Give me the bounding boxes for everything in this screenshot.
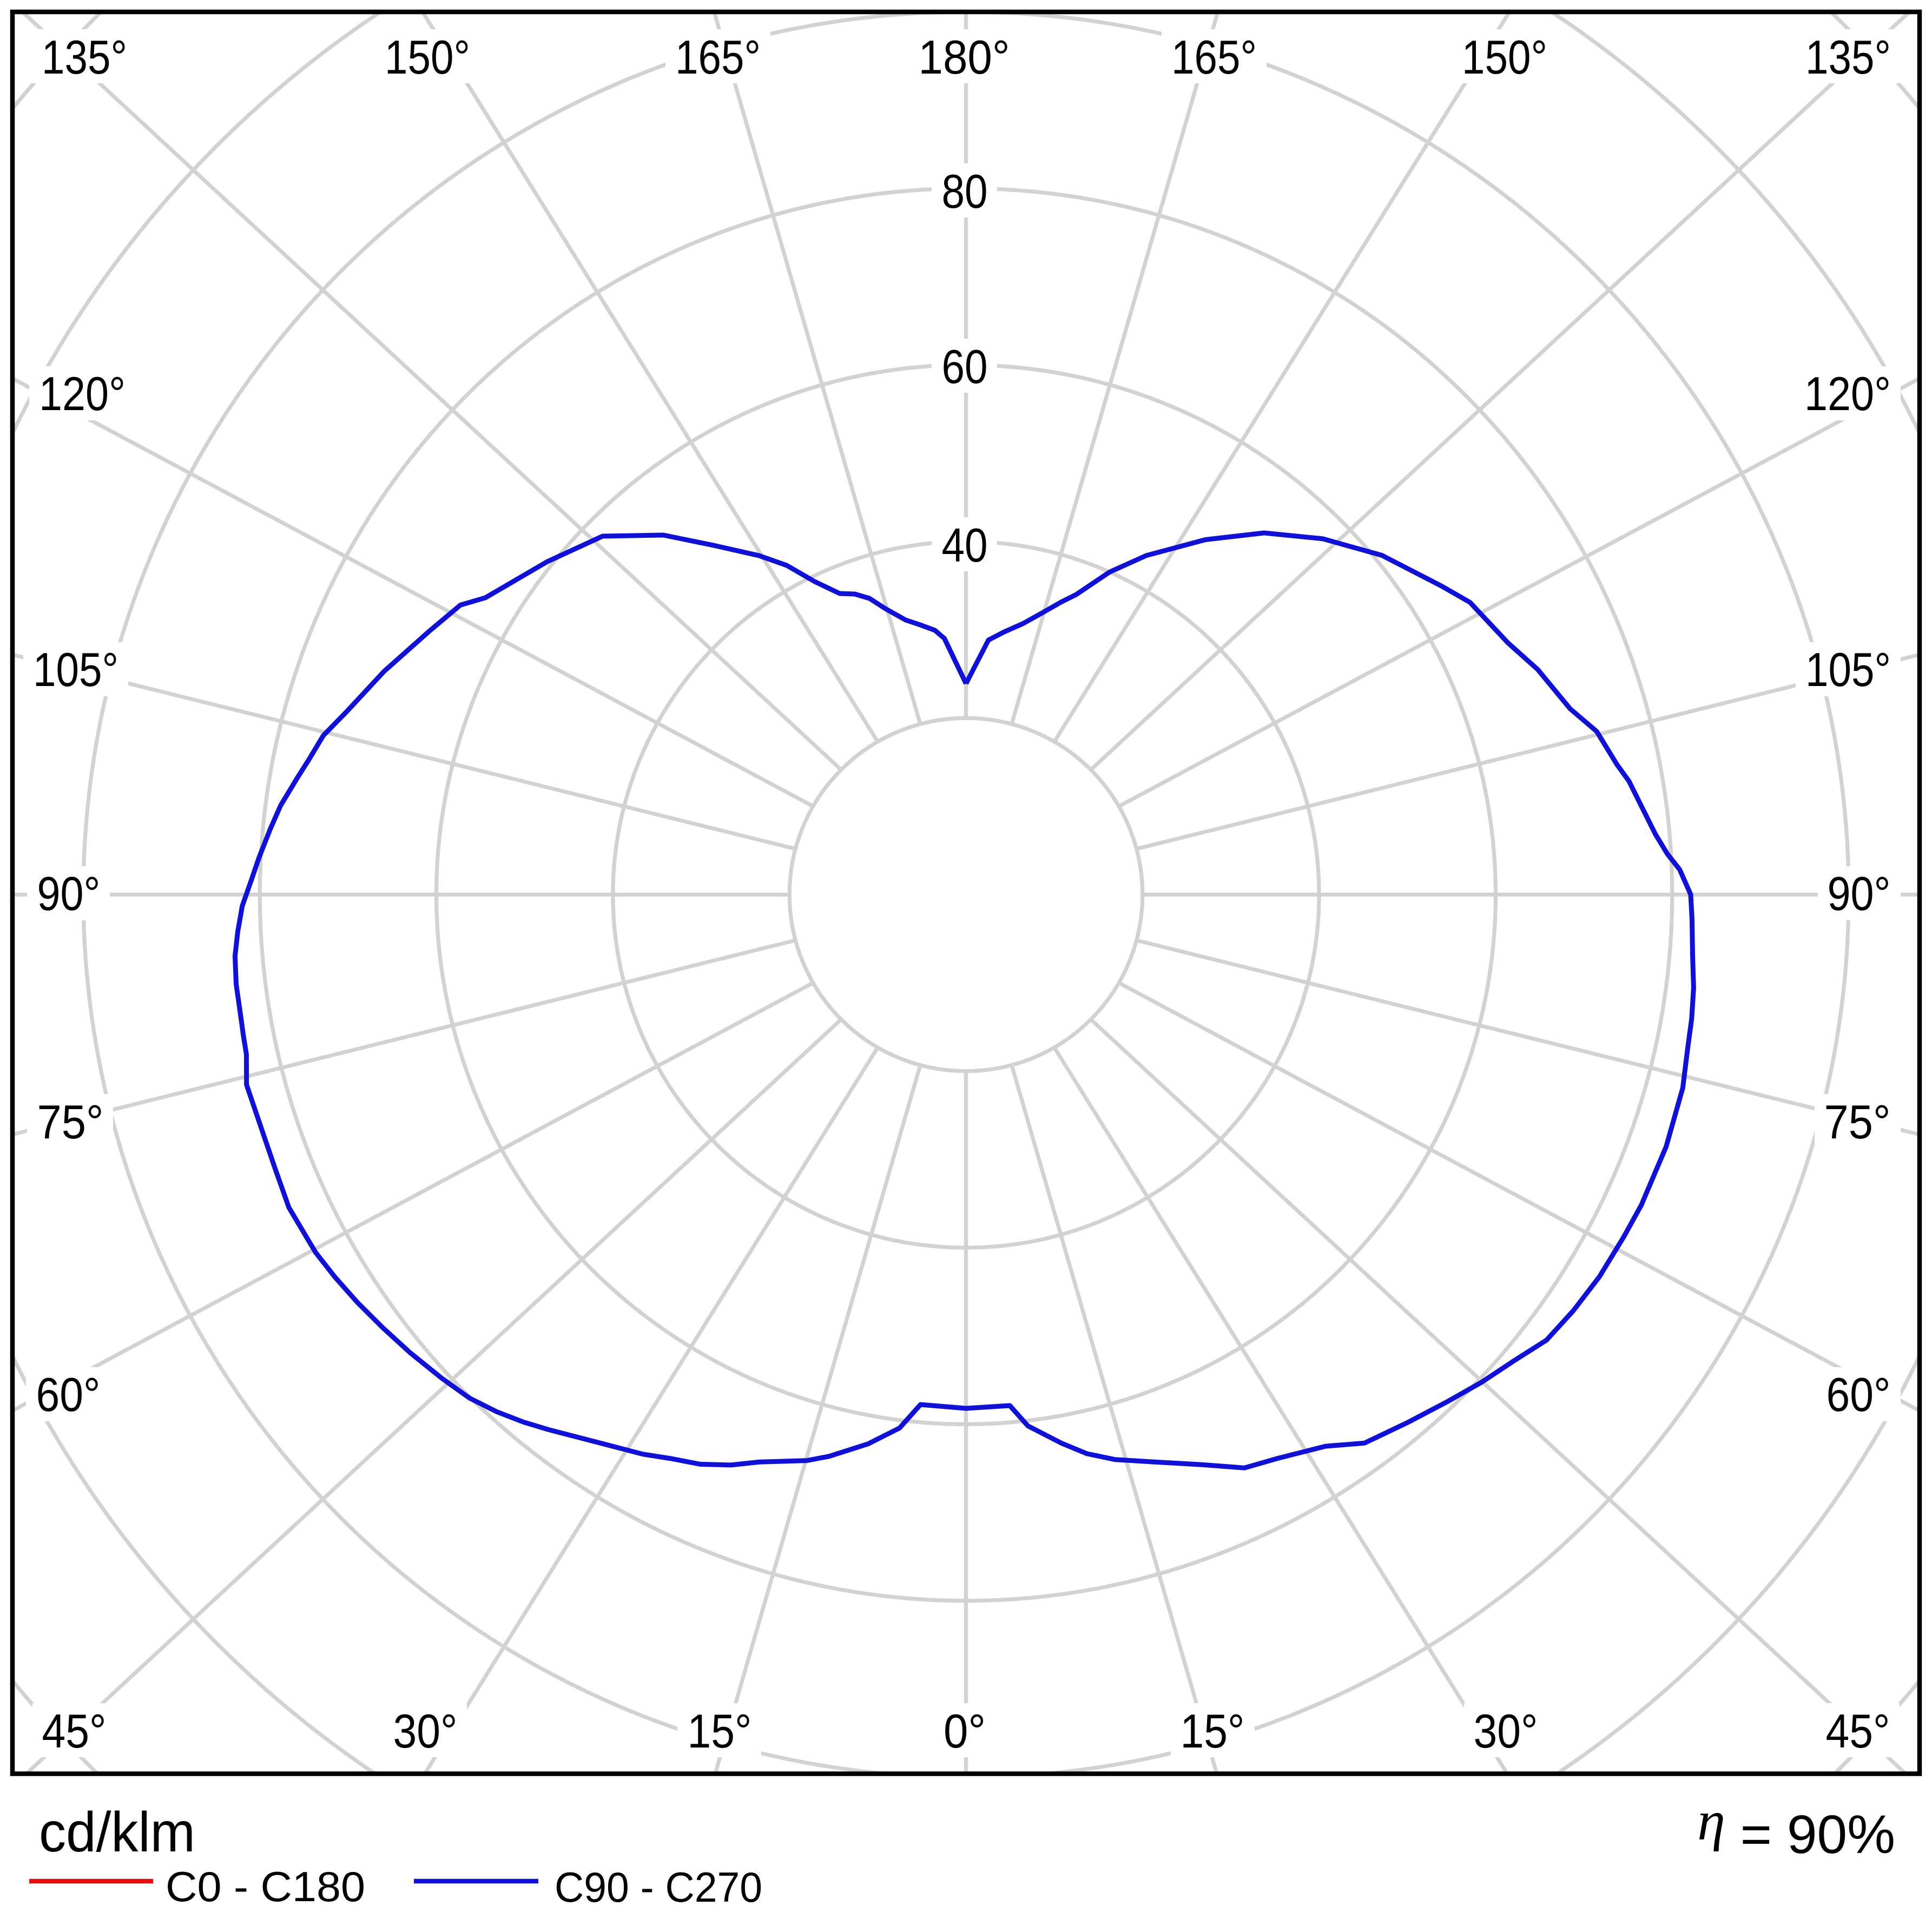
svg-text:60: 60 <box>942 340 988 393</box>
svg-text:60°: 60° <box>1827 1368 1891 1421</box>
svg-text:45°: 45° <box>42 1704 107 1758</box>
svg-text:60°: 60° <box>36 1368 101 1421</box>
svg-text:165°: 165° <box>1171 30 1257 84</box>
svg-text:75°: 75° <box>37 1095 104 1149</box>
svg-text:90°: 90° <box>1828 867 1891 920</box>
svg-text:105°: 105° <box>1805 643 1891 696</box>
svg-text:30°: 30° <box>1474 1704 1538 1758</box>
svg-text:135°: 135° <box>1805 30 1891 84</box>
svg-text:cd/klm: cd/klm <box>39 1801 195 1864</box>
svg-text:75°: 75° <box>1824 1095 1891 1149</box>
svg-text:180°: 180° <box>919 30 1010 84</box>
svg-text:105°: 105° <box>33 643 118 696</box>
svg-text:15°: 15° <box>1181 1704 1245 1758</box>
svg-text:C0 - C180: C0 - C180 <box>166 1863 365 1910</box>
svg-text:90°: 90° <box>37 867 101 920</box>
svg-text:C90 - C270: C90 - C270 <box>555 1863 762 1911</box>
svg-text:η = 90%: η = 90% <box>1697 1790 1895 1865</box>
svg-text:120°: 120° <box>39 367 126 420</box>
svg-text:40: 40 <box>942 518 988 572</box>
svg-text:165°: 165° <box>675 30 761 84</box>
svg-text:120°: 120° <box>1804 367 1891 420</box>
svg-text:0°: 0° <box>944 1704 986 1758</box>
svg-text:30°: 30° <box>393 1704 458 1758</box>
svg-text:150°: 150° <box>385 30 470 84</box>
svg-text:80: 80 <box>942 164 988 218</box>
svg-text:15°: 15° <box>688 1704 752 1758</box>
svg-text:150°: 150° <box>1462 30 1547 84</box>
svg-text:45°: 45° <box>1826 1704 1890 1758</box>
svg-text:135°: 135° <box>42 30 127 84</box>
